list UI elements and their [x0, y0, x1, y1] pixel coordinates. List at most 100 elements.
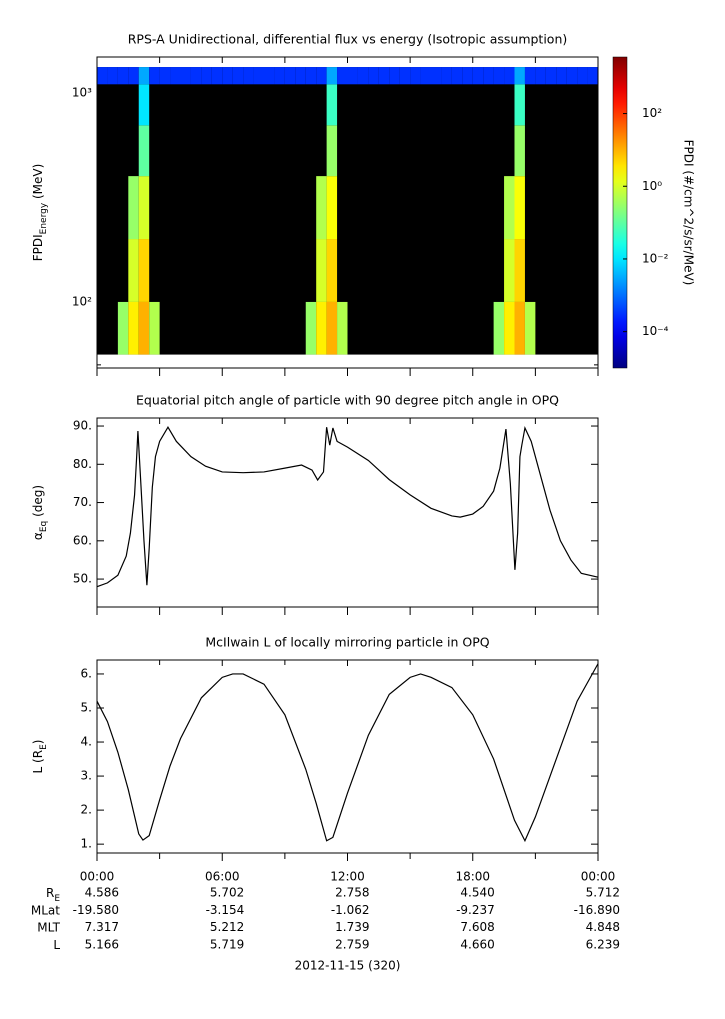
- y-tick-label: 6.: [81, 666, 92, 680]
- heatmap-cell: [107, 67, 118, 85]
- heatmap-cell: [138, 239, 150, 302]
- date-label: 2012-11-15 (320): [295, 959, 401, 973]
- label-part: L: [53, 937, 60, 951]
- heatmap-cell: [117, 301, 129, 355]
- ephemeris-value: 5.166: [85, 937, 119, 951]
- label-part: MLat: [31, 903, 60, 917]
- heatmap-cell: [514, 176, 525, 240]
- ephemeris-value: 5.212: [210, 920, 244, 934]
- label-subscript: E: [39, 744, 49, 750]
- heatmap-cell: [128, 301, 139, 355]
- heatmap-cell: [326, 125, 338, 177]
- y-tick-label: 10²: [72, 294, 92, 308]
- heatmap-cell: [316, 301, 327, 355]
- heatmap-cell: [138, 176, 150, 240]
- label-subscript: E: [54, 894, 60, 904]
- heatmap-cell: [504, 176, 515, 240]
- y-tick-label: 90.: [73, 419, 92, 433]
- label-subscript: Eq: [39, 521, 49, 532]
- heatmap-cell: [504, 301, 515, 355]
- heatmap-cell: [514, 67, 525, 85]
- heatmap-cell: [305, 301, 317, 355]
- heatmap-cell: [326, 239, 338, 302]
- heatmap-cell: [326, 301, 338, 355]
- heatmap-cell: [128, 176, 139, 240]
- label-subscript: Energy: [39, 202, 49, 234]
- heatmap-cell: [451, 67, 463, 85]
- ephemeris-value: 4.848: [586, 920, 620, 934]
- heatmap-cell: [472, 67, 484, 85]
- heatmap-cell: [190, 67, 202, 85]
- y-axis-label: L (RE): [31, 740, 49, 774]
- heatmap-cell: [493, 67, 505, 85]
- heatmap-cell: [347, 67, 358, 85]
- y-axis-label: αEq (deg): [31, 485, 49, 540]
- heatmap-cell: [431, 67, 442, 85]
- heatmap-cell: [368, 67, 379, 85]
- heatmap-cell: [326, 67, 338, 85]
- ephemeris-value: 5.712: [586, 886, 620, 900]
- heatmap-cell: [337, 67, 348, 85]
- heatmap-cell: [524, 67, 536, 85]
- ephemeris-value: 4.660: [460, 937, 494, 951]
- colorbar-tick-label: 10²: [642, 106, 662, 120]
- y-tick-label: 50.: [73, 572, 92, 586]
- heatmap-cell: [587, 67, 598, 85]
- panel-title: RPS-A Unidirectional, differential flux …: [128, 32, 568, 47]
- heatmap-cell: [284, 67, 296, 85]
- heatmap-cell: [316, 67, 327, 85]
- heatmap-cell: [378, 67, 390, 85]
- heatmap-cell: [556, 67, 567, 85]
- heatmap-cell: [243, 67, 254, 85]
- ephemeris-value: 4.540: [460, 886, 494, 900]
- ephemeris-value: 4.586: [85, 886, 119, 900]
- ephemeris-value: 7.317: [85, 920, 119, 934]
- label-part: FPDI: [31, 234, 45, 261]
- ephemeris-value: 7.608: [460, 920, 494, 934]
- heatmap-cell: [316, 239, 327, 302]
- heatmap-cell: [577, 67, 588, 85]
- heatmap-cell: [326, 176, 338, 240]
- plot-frame: [96, 417, 599, 608]
- y-tick-label: 1.: [81, 837, 92, 851]
- colorbar-tick-label: 10⁻²: [642, 251, 669, 265]
- y-tick-label: 2.: [81, 803, 92, 817]
- heatmap-cell: [138, 125, 150, 177]
- heatmap-cell: [128, 239, 139, 302]
- heatmap-cell: [316, 176, 327, 240]
- heatmap-cell: [222, 67, 233, 85]
- ephemeris-value: 6.239: [586, 937, 620, 951]
- ephemeris-value: -16.890: [574, 903, 620, 917]
- heatmap-cell: [149, 301, 160, 355]
- data-line: [96, 663, 599, 843]
- colorbar-label: FPDI (#/cm^2/s/sr/MeV): [682, 140, 696, 286]
- heatmap-cell: [149, 67, 160, 85]
- x-tick-label: 18:00: [455, 870, 490, 884]
- label-part: MLT: [37, 920, 60, 934]
- heatmap-cell: [295, 67, 306, 85]
- heatmap-cell: [389, 67, 400, 85]
- heatmap-cell: [232, 67, 244, 85]
- y-tick-label: 80.: [73, 457, 92, 471]
- heatmap-cell: [211, 67, 223, 85]
- ephemeris-value: 2.758: [335, 886, 369, 900]
- heatmap-cell: [357, 67, 369, 85]
- heatmap-cell: [566, 67, 578, 85]
- heatmap-cell: [514, 239, 525, 302]
- x-tick-label: 00:00: [581, 870, 616, 884]
- heatmap-cell: [462, 67, 473, 85]
- heatmap-cell: [410, 67, 421, 85]
- ephemeris-value: -3.154: [206, 903, 245, 917]
- heatmap-cell: [128, 67, 139, 85]
- colorbar-tick-label: 10⁻⁴: [642, 324, 669, 338]
- heatmap-cell: [274, 67, 285, 85]
- heatmap-cell: [493, 301, 505, 355]
- label-part: (MeV): [31, 164, 45, 203]
- ephemeris-value: -19.580: [73, 903, 119, 917]
- heatmap-cell: [117, 67, 129, 85]
- ephemeris-row-label: MLT: [37, 920, 60, 934]
- ephemeris-value: 2.759: [335, 937, 369, 951]
- y-tick-label: 70.: [73, 495, 92, 509]
- ephemeris-value: -1.062: [331, 903, 370, 917]
